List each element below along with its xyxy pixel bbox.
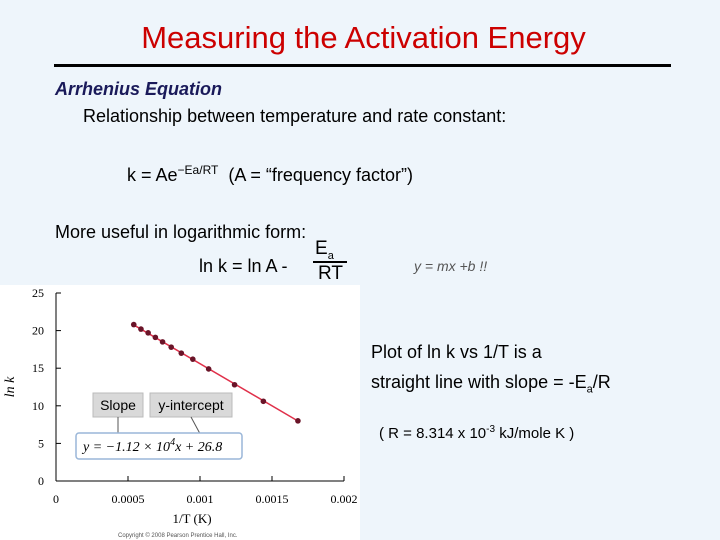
x-axis-label: 1/T (K) — [172, 511, 211, 526]
data-point — [130, 321, 137, 328]
r-value: ( R = 8.314 x 10 — [379, 425, 487, 442]
data-point — [190, 356, 196, 362]
fit-equation: y = −1.12 × 104x + 26.8 — [81, 437, 222, 455]
plot-note-line1: Plot of ln k vs 1/T is a — [371, 342, 542, 362]
data-point — [168, 344, 174, 350]
equation-box — [75, 432, 243, 460]
arrhenius-equation: k = Ae−Ea/RT (A = “frequency factor”) — [127, 163, 413, 186]
x-tick-label: 0.002 — [331, 492, 358, 506]
title-divider — [54, 64, 671, 67]
data-point — [145, 330, 151, 336]
intercept-callout-label: y-intercept — [158, 397, 223, 413]
fraction-numerator: Ea — [315, 238, 334, 262]
slope-suffix: /R — [592, 372, 611, 392]
relationship-text: Relationship between temperature and rat… — [83, 106, 507, 126]
r-exponent: -3 — [486, 424, 496, 435]
log-equation: ln k = ln A - — [199, 256, 288, 276]
data-point — [178, 350, 185, 356]
y-axis-label: ln k — [3, 376, 18, 397]
copyright-text: Copyright © 2008 Pearson Prentice Hall, … — [118, 532, 238, 539]
y-tick-label: 0 — [38, 474, 44, 488]
data-point — [138, 326, 144, 332]
ea-letter: E — [315, 238, 328, 259]
eq-exponent: −Ea/RT — [177, 163, 219, 177]
slope-callout-label: Slope — [100, 397, 136, 413]
data-point — [260, 398, 267, 405]
plot-note: Plot of ln k vs 1/T is a straight line w… — [371, 337, 611, 405]
y-tick-label: 10 — [32, 399, 44, 413]
data-point — [231, 381, 238, 388]
y-tick-label: 25 — [32, 286, 44, 300]
eq-k: k = Ae — [127, 165, 178, 185]
slope-callout — [92, 392, 144, 418]
x-tick-label: 0 — [53, 492, 59, 506]
arrhenius-plot: 0 5 10 15 20 25 0 0.0005 0.001 0.0015 0.002 1/T (K)… — [0, 285, 360, 540]
fraction-denominator: RT — [318, 263, 343, 284]
frequency-factor-note: (A = “frequency factor”) — [228, 165, 413, 185]
data-point — [159, 339, 166, 345]
slope-text: straight line with slope = -E — [371, 372, 587, 392]
y-tick-label: 20 — [32, 324, 44, 338]
data-point — [295, 418, 301, 424]
fraction-bar — [313, 261, 347, 263]
x-tick-label: 0.0005 — [112, 492, 145, 506]
x-tick-label: 0.001 — [187, 492, 214, 506]
arrhenius-plot-svg: 0 5 10 15 20 25 0 0.0005 0.001 0.0015 0.002 1/T (K)… — [3, 286, 358, 539]
ea-subscript: a — [327, 249, 334, 262]
data-point — [205, 366, 212, 372]
r-units: kJ/mole K ) — [495, 425, 575, 442]
linear-form-note: y = mx +b !! — [414, 258, 488, 274]
section-heading: Arrhenius Equation — [55, 79, 223, 99]
slide-title: Measuring the Activation Energy — [141, 20, 586, 55]
x-tick-label: 0.0015 — [256, 492, 289, 506]
y-tick-label: 15 — [32, 361, 44, 375]
gas-constant-note: ( R = 8.314 x 10-3 kJ/mole K ) — [379, 424, 574, 442]
plot-note-line2: straight line with slope = -Ea/R — [371, 367, 611, 405]
log-form-text: More useful in logarithmic form: — [55, 222, 307, 242]
slope-subscript: a — [586, 383, 593, 396]
data-point — [152, 334, 159, 341]
y-tick-label: 5 — [38, 436, 44, 450]
